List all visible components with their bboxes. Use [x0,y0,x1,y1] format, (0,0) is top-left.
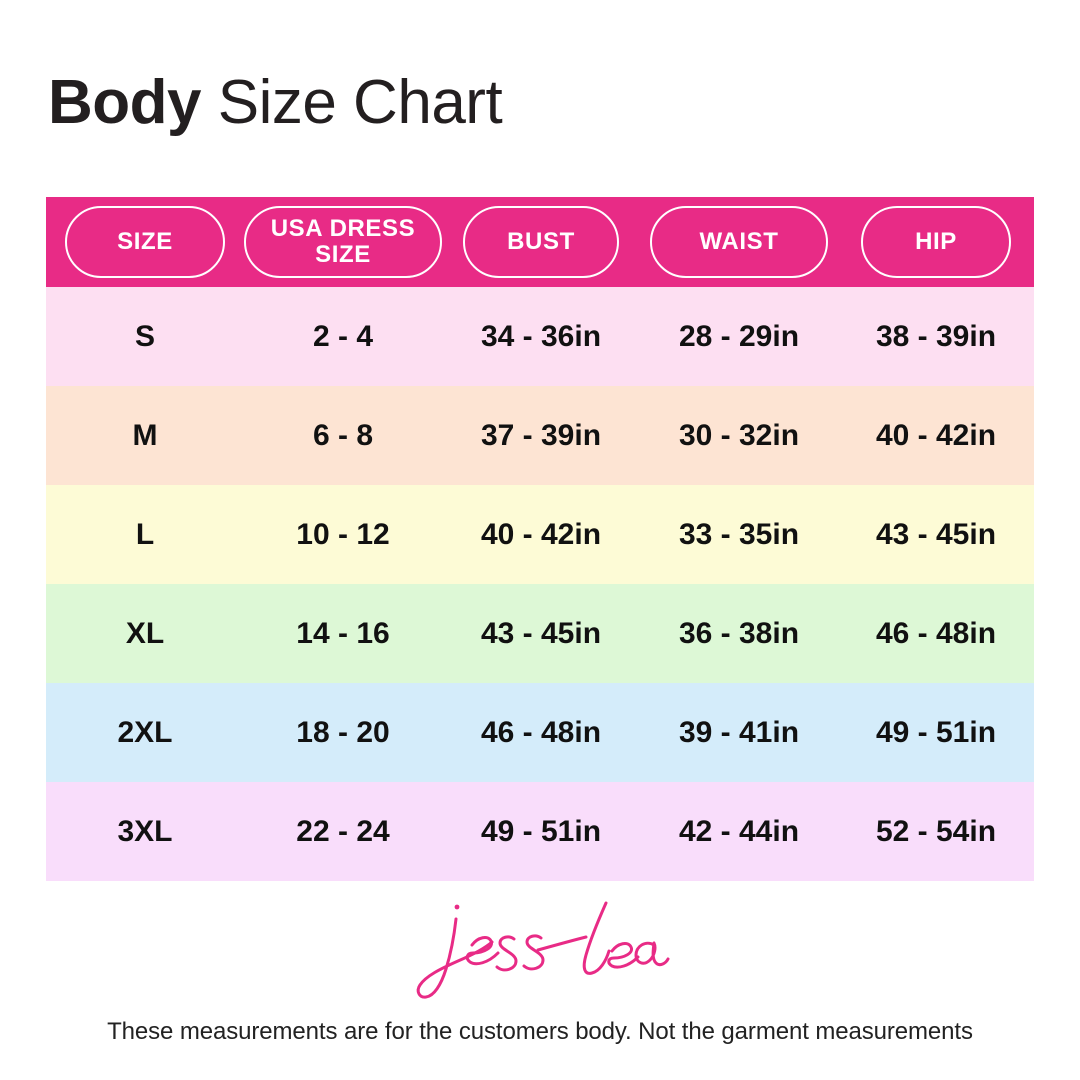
page-title-rest: Size Chart [201,68,503,137]
cell-size: 2XL [117,715,173,749]
cell-hip: 38 - 39in [875,319,997,353]
cell-waist: 30 - 32in [678,418,800,452]
footer-note: These measurements are for the customers… [107,1018,973,1045]
header-pill-usa-dress-size: USA DRESS SIZE [244,206,442,278]
cell-usa-dress-size: 18 - 20 [296,715,390,749]
cell-size: M [132,418,158,452]
table-header-row: SIZE USA DRESS SIZE BUST WAIST HIP [46,197,1034,287]
cell-hip: 52 - 54in [875,814,997,848]
cell-size: 3XL [117,814,173,848]
cell-usa-dress-size: 22 - 24 [296,814,390,848]
header-cell-usa-dress-size: USA DRESS SIZE [244,206,442,278]
cell-usa-dress-size: 14 - 16 [296,616,390,650]
header-pill-size: SIZE [65,206,225,278]
cell-waist: 33 - 35in [678,517,800,551]
brand-logo [0,893,1080,1003]
header-cell-size: SIZE [46,206,244,278]
cell-hip: 49 - 51in [875,715,997,749]
cell-usa-dress-size: 10 - 12 [296,517,390,551]
cell-bust: 34 - 36in [480,319,602,353]
table-row: 3XL 22 - 24 49 - 51in 42 - 44in 52 - 54i… [46,782,1034,881]
cell-bust: 46 - 48in [480,715,602,749]
size-chart-table: SIZE USA DRESS SIZE BUST WAIST HIP S 2 -… [46,197,1034,881]
header-pill-bust: BUST [463,206,619,278]
cell-hip: 43 - 45in [875,517,997,551]
cell-waist: 39 - 41in [678,715,800,749]
cell-usa-dress-size: 6 - 8 [312,418,374,452]
header-cell-hip: HIP [838,206,1034,278]
cell-hip: 40 - 42in [875,418,997,452]
header-cell-bust: BUST [442,206,640,278]
table-row: M 6 - 8 37 - 39in 30 - 32in 40 - 42in [46,386,1034,485]
cell-waist: 42 - 44in [678,814,800,848]
header-pill-waist: WAIST [650,206,828,278]
cell-bust: 40 - 42in [480,517,602,551]
cell-usa-dress-size: 2 - 4 [312,319,374,353]
cell-size: S [134,319,155,353]
table-row: L 10 - 12 40 - 42in 33 - 35in 43 - 45in [46,485,1034,584]
table-row: S 2 - 4 34 - 36in 28 - 29in 38 - 39in [46,287,1034,386]
cell-waist: 28 - 29in [678,319,800,353]
cell-bust: 43 - 45in [480,616,602,650]
cell-bust: 49 - 51in [480,814,602,848]
page-title: Body Size Chart [48,64,503,142]
table-row: XL 14 - 16 43 - 45in 36 - 38in 46 - 48in [46,584,1034,683]
jess-lea-script-logo-icon [416,901,670,999]
cell-size: L [135,517,155,551]
page-title-bold: Body [48,68,202,137]
table-row: 2XL 18 - 20 46 - 48in 39 - 41in 49 - 51i… [46,683,1034,782]
cell-size: XL [125,616,165,650]
header-cell-waist: WAIST [640,206,838,278]
header-pill-hip: HIP [861,206,1011,278]
cell-bust: 37 - 39in [480,418,602,452]
cell-hip: 46 - 48in [875,616,997,650]
cell-waist: 36 - 38in [678,616,800,650]
